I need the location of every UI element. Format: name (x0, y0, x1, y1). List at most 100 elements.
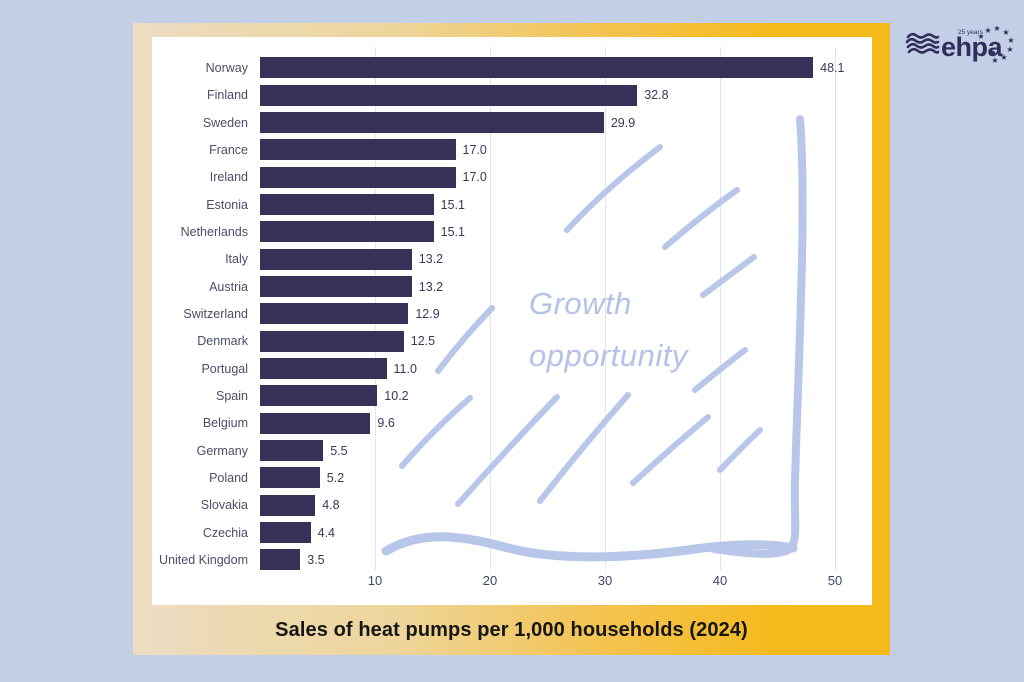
chart-caption: Sales of heat pumps per 1,000 households… (275, 618, 748, 641)
bar-row: Spain 10.2 (152, 382, 872, 409)
value-label: 12.9 (415, 306, 440, 321)
value-label: 48.1 (820, 60, 845, 75)
bar-row: Estonia 15.1 (152, 191, 872, 218)
category-label: Norway (205, 60, 248, 75)
bar (260, 303, 409, 325)
value-label: 5.2 (326, 470, 345, 485)
eu-stars-icon: ★ ★ ★ ★ ★ ★ ★ ★ (977, 24, 1014, 65)
chart-panel: 10 20 30 40 50 Norway 48.1 Finland 32.8 Sweden 29… (152, 37, 872, 605)
category-label: Germany (196, 443, 248, 458)
x-tick-label: 40 (712, 573, 728, 588)
ehpa-logo-graphic: ehpa 25 years ★ ★ ★ ★ ★ ★ ★ ★ (905, 24, 1015, 65)
bar-row: Denmark 12.5 (152, 328, 872, 355)
gridline (605, 47, 606, 570)
category-label: Netherlands (180, 224, 248, 239)
bar-row: Germany 5.5 (152, 437, 872, 464)
category-label: Czechia (202, 525, 248, 540)
value-label: 4.8 (322, 498, 340, 513)
value-label: 10.2 (384, 388, 409, 403)
bar-row: Finland 32.8 (152, 82, 872, 109)
category-label: Sweden (202, 115, 248, 130)
svg-text:★: ★ (1007, 36, 1014, 45)
bar-row: France 17.0 (152, 136, 872, 163)
bar (260, 221, 434, 243)
bar-row: Poland 5.2 (152, 464, 872, 491)
category-label: Poland (209, 470, 248, 485)
value-label: 4.4 (317, 525, 335, 540)
value-label: 15.1 (440, 224, 465, 239)
chart-card: 10 20 30 40 50 Norway 48.1 Finland 32.8 Sweden 29… (133, 23, 890, 655)
value-label: 32.8 (644, 88, 669, 103)
category-label: Slovakia (200, 498, 248, 513)
bar (260, 248, 412, 270)
bar-row: Norway 48.1 (152, 54, 872, 81)
growth-opportunity-line1: Growth (529, 286, 632, 321)
ehpa-logo: ehpa 25 years ★ ★ ★ ★ ★ ★ ★ ★ (903, 24, 1021, 72)
bar-row: Portugal 11.0 (152, 355, 872, 382)
value-label: 13.2 (418, 252, 444, 267)
bar-row: Switzerland 12.9 (152, 300, 872, 327)
value-label: 15.1 (440, 197, 465, 212)
category-label: Switzerland (183, 306, 248, 321)
x-tick-label: 10 (367, 573, 383, 588)
value-label: 12.5 (410, 334, 436, 349)
category-label: Finland (207, 88, 248, 103)
value-label: 5.5 (330, 443, 348, 458)
value-label: 29.9 (610, 115, 636, 130)
gridline (835, 47, 836, 570)
bar (260, 57, 814, 79)
x-tick-label: 50 (827, 573, 843, 588)
svg-text:★: ★ (1000, 53, 1007, 62)
bar (260, 412, 371, 434)
svg-text:★: ★ (993, 24, 1000, 33)
category-label: Ireland (209, 170, 248, 185)
bar (260, 276, 412, 298)
svg-text:★: ★ (977, 32, 984, 41)
svg-text:★: ★ (1002, 28, 1009, 37)
category-label: Spain (216, 388, 248, 403)
value-label: 17.0 (462, 170, 487, 185)
growth-opportunity-line2: opportunity (529, 338, 688, 373)
bar (260, 84, 638, 106)
waves-icon (905, 32, 940, 54)
value-label: 11.0 (393, 361, 417, 376)
x-tick-label: 30 (597, 573, 613, 588)
category-label: Italy (225, 252, 248, 267)
category-label: France (209, 142, 248, 157)
bar (260, 467, 320, 489)
category-label: Denmark (197, 334, 248, 349)
bar-row: United Kingdom 3.5 (152, 546, 872, 573)
value-label: 17.0 (462, 142, 487, 157)
bar-row: Austria 13.2 (152, 273, 872, 300)
bar (260, 549, 301, 571)
logo-anniversary-badge: 25 years (958, 29, 984, 36)
bar (260, 522, 311, 544)
bar-row: Belgium 9.6 (152, 410, 872, 437)
category-label: Estonia (206, 197, 248, 212)
bar-chart: Norway 48.1 Finland 32.8 Sweden 29.9 France 17.… (152, 54, 872, 573)
growth-opportunity-label: Growth opportunity (529, 278, 688, 382)
bar (260, 194, 434, 216)
bar-row: Slovakia 4.8 (152, 492, 872, 519)
category-label: United Kingdom (159, 552, 248, 567)
bar (260, 166, 456, 188)
x-tick-label: 20 (482, 573, 498, 588)
bar-row: Italy 13.2 (152, 246, 872, 273)
logo-wordmark: ehpa (941, 32, 1004, 62)
bar (260, 385, 378, 407)
bar-row: Sweden 29.9 (152, 109, 872, 136)
value-label: 9.6 (377, 416, 395, 431)
category-label: Belgium (202, 416, 248, 431)
logo-dot (991, 51, 995, 55)
bar (260, 440, 324, 462)
value-label: 13.2 (418, 279, 444, 294)
svg-text:★: ★ (984, 26, 991, 35)
bar (260, 139, 456, 161)
bar (260, 112, 604, 134)
bar (260, 330, 404, 352)
bar-row: Czechia 4.4 (152, 519, 872, 546)
bar (260, 358, 387, 380)
category-label: Austria (209, 279, 248, 294)
svg-text:★: ★ (1006, 45, 1013, 54)
bar (260, 494, 316, 516)
